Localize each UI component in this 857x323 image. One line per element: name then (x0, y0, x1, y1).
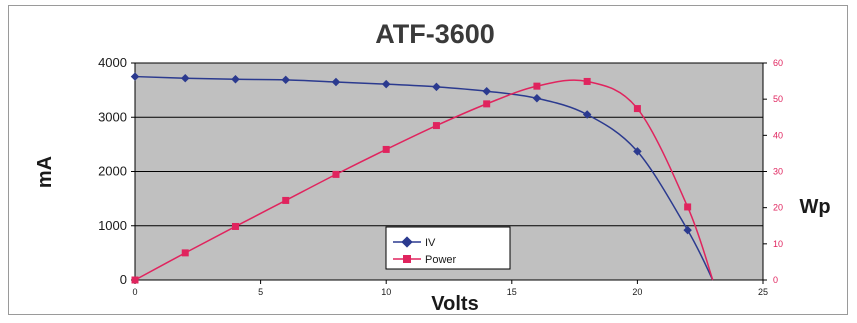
power-data-point (533, 82, 541, 90)
iv-data-point (381, 79, 391, 89)
iv-data-point (432, 82, 441, 92)
x-tick-label: 20 (632, 287, 642, 297)
x-tick-label: 0 (132, 287, 137, 297)
iv-power-chart: ATF-3600 0100020003000400001020304050600… (34, 19, 831, 315)
legend-iv-marker (401, 236, 413, 248)
y-right-tick-label: 50 (773, 94, 783, 104)
y-left-tick-label: 2000 (98, 164, 127, 179)
axes: 0 1000 2000 3000 4000 0 10 20 30 40 50 60 0 5 10 15 20 25 (98, 55, 783, 297)
y-right-tick-label: 60 (773, 58, 783, 68)
power-data-point (583, 77, 591, 85)
chart-title: ATF-3600 (375, 19, 495, 49)
series (130, 72, 714, 284)
power-data-point (131, 276, 139, 284)
power-data-point (483, 100, 491, 108)
y-left-tick-label: 1000 (98, 218, 127, 233)
y-right-tick-label: 10 (773, 239, 783, 249)
power-data-point (432, 122, 440, 130)
y-left-axis-title: mA (34, 156, 56, 188)
legend-iv-label: IV (425, 237, 436, 249)
power-data-point (332, 170, 340, 178)
power-data-point (231, 222, 239, 230)
y-right-tick-label: 40 (773, 130, 783, 140)
y-right-tick-label: 0 (773, 275, 778, 285)
y-right-tick-label: 20 (773, 203, 783, 213)
gridlines (135, 62, 763, 227)
iv-data-point (130, 72, 140, 81)
iv-data-point (281, 75, 290, 85)
legend-power-label: Power (425, 254, 457, 266)
iv-data-point (231, 75, 240, 84)
y-left-tick-label: 0 (120, 272, 127, 287)
chart-frame: ATF-3600 0 1000 2000 3000 4000 0 10 20 30 40 50 60 0… (8, 5, 848, 315)
iv-data-point (180, 73, 190, 83)
power-data-point (633, 105, 641, 113)
y-left-tick-label: 4000 (98, 55, 127, 70)
legend-power-marker (403, 255, 411, 263)
y-right-axis-title: Wp (799, 196, 830, 218)
power-data-point (684, 203, 692, 211)
iv-data-point (331, 77, 341, 87)
x-tick-label: 10 (381, 287, 391, 297)
legend: IV Power (385, 226, 511, 270)
x-axis-title: Volts (431, 293, 478, 315)
power-data-point (282, 196, 290, 204)
iv-data-point (482, 86, 491, 96)
x-tick-label: 15 (507, 287, 517, 297)
y-right-tick-label: 30 (773, 167, 783, 177)
power-data-point (181, 249, 189, 257)
x-tick-label: 5 (258, 287, 263, 297)
power-data-point (382, 145, 390, 153)
x-tick-label: 25 (758, 287, 768, 297)
y-left-tick-label: 3000 (98, 109, 127, 124)
